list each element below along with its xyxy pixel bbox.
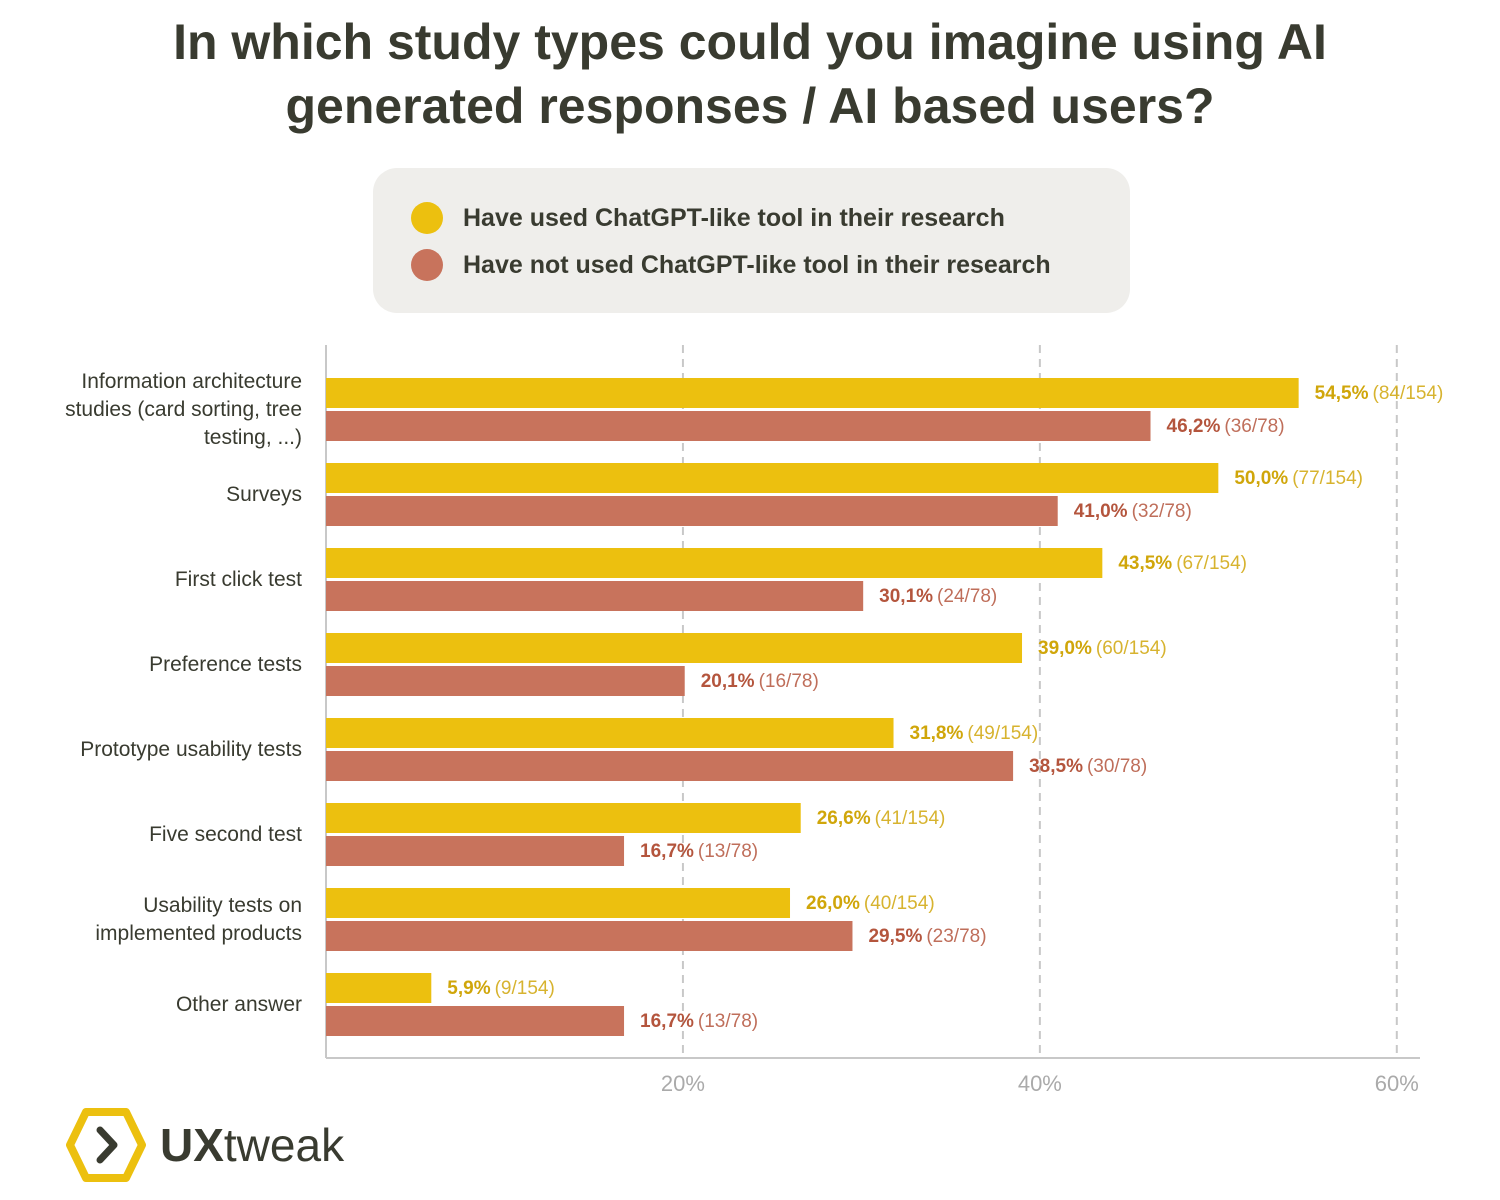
data-label-count: (36/78) [1224,416,1284,437]
data-label: 30,1% (24/78) [879,586,997,607]
logo: UX tweak [66,1108,344,1182]
data-label: 20,1% (16/78) [701,671,819,692]
data-label-value: 16,7% [640,841,694,862]
data-label-value: 26,0% [806,893,860,914]
y-tick-label: Information architecture studies (card s… [65,369,302,449]
bar [326,1006,625,1036]
data-label: 50,0% (77/154) [1234,468,1363,489]
y-tick-label: Other answer [175,992,302,1016]
logo-bold: UX [160,1119,224,1171]
legend-item: Have not used ChatGPT-like tool in their… [411,249,1051,281]
legend: Have used ChatGPT-like tool in their res… [373,168,1130,313]
data-label-count: (41/154) [875,808,946,829]
bar [326,718,894,748]
y-tick-label: Usability tests on implemented products [95,893,302,945]
bar [326,496,1058,526]
data-label-count: (67/154) [1176,553,1247,574]
data-label-count: (13/78) [698,1011,758,1032]
data-label-value: 29,5% [868,926,922,947]
data-label-count: (23/78) [926,926,986,947]
data-label-count: (40/154) [864,893,935,914]
logo-regular: tweak [223,1119,345,1171]
data-label-count: (24/78) [937,586,997,607]
data-label: 16,7% (13/78) [640,1011,758,1032]
data-label: 39,0% (60/154) [1038,638,1167,659]
logo-icon [66,1108,146,1182]
data-label: 26,0% (40/154) [806,893,935,914]
data-label-count: (32/78) [1132,501,1192,522]
data-label-count: (60/154) [1096,638,1167,659]
chart-title: In which study types could you imagine u… [173,14,1327,134]
bar [326,803,801,833]
legend-label: Have not used ChatGPT-like tool in their… [463,250,1051,279]
data-label-value: 50,0% [1234,468,1288,489]
y-tick-label: Five second test [149,822,302,846]
data-label-value: 31,8% [910,723,964,744]
x-tick-label: 40% [1018,1071,1062,1096]
data-label-count: (49/154) [967,723,1038,744]
bar [326,378,1299,408]
x-tick-label: 60% [1375,1071,1419,1096]
y-tick-label: First click test [174,567,302,591]
bar [326,973,432,1003]
data-label-value: 54,5% [1315,383,1369,404]
data-label-count: (9/154) [495,978,555,999]
data-label-value: 38,5% [1029,756,1083,777]
bar [326,836,625,866]
bar [326,411,1151,441]
bar [326,888,791,918]
data-label: 29,5% (23/78) [868,926,986,947]
legend-swatch [411,249,443,281]
bar [326,581,864,611]
y-tick-label: Preference tests [149,652,302,676]
data-label-count: (13/78) [698,841,758,862]
data-label-count: (30/78) [1087,756,1147,777]
bar [326,921,853,951]
legend-label: Have used ChatGPT-like tool in their res… [463,203,1005,232]
data-label: 54,5% (84/154) [1315,383,1444,404]
data-label-value: 46,2% [1167,416,1221,437]
bar [326,463,1219,493]
data-label-count: (16/78) [759,671,819,692]
bar [326,666,685,696]
data-label: 38,5% (30/78) [1029,756,1147,777]
data-label-value: 5,9% [447,978,490,999]
data-label: 16,7% (13/78) [640,841,758,862]
data-label-value: 43,5% [1118,553,1172,574]
data-label: 5,9% (9/154) [447,978,555,999]
data-label: 26,6% (41/154) [817,808,946,829]
data-label-value: 39,0% [1038,638,1092,659]
legend-item: Have used ChatGPT-like tool in their res… [411,202,1005,234]
data-label-count: (77/154) [1292,468,1363,489]
legend-swatch [411,202,443,234]
data-label: 31,8% (49/154) [910,723,1039,744]
data-label-value: 41,0% [1074,501,1128,522]
data-label-value: 26,6% [817,808,871,829]
data-label-value: 20,1% [701,671,755,692]
bar [326,548,1103,578]
data-label: 41,0% (32/78) [1074,501,1192,522]
bar [326,633,1023,663]
data-label: 46,2% (36/78) [1167,416,1285,437]
data-label: 43,5% (67/154) [1118,553,1247,574]
data-label-count: (84/154) [1373,383,1444,404]
data-label-value: 30,1% [879,586,933,607]
data-label-value: 16,7% [640,1011,694,1032]
y-tick-label: Surveys [226,482,302,506]
bar [326,751,1014,781]
y-tick-label: Prototype usability tests [80,737,302,761]
x-tick-label: 20% [661,1071,705,1096]
